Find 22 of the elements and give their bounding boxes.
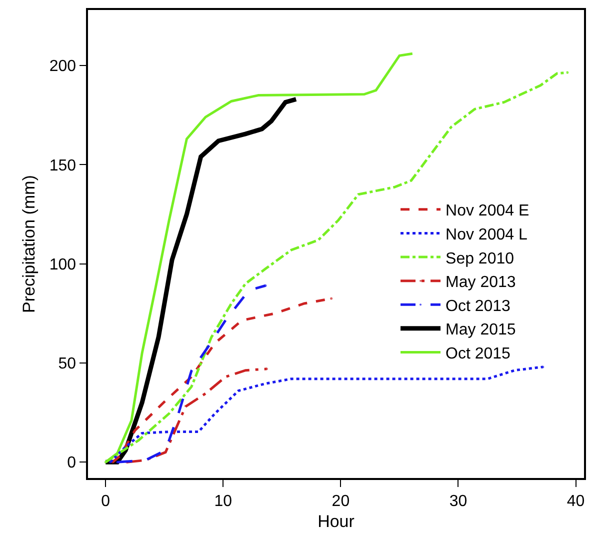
line-series — [126, 368, 268, 464]
line-series — [109, 366, 544, 464]
legend-label: May 2013 — [446, 274, 516, 292]
x-tick-label: 10 — [214, 492, 232, 510]
x-tick-label: 0 — [101, 492, 110, 510]
legend-label: Oct 2015 — [446, 345, 511, 362]
x-tick-label: 40 — [566, 492, 585, 510]
x-tick-label: 30 — [449, 492, 468, 510]
line-series — [116, 284, 267, 464]
legend-label: Nov 2004 E — [446, 202, 530, 220]
y-tick-label: 0 — [67, 454, 76, 472]
y-axis-title: Precipitation (mm) — [19, 175, 38, 313]
legend-label: Oct 2013 — [446, 298, 511, 315]
y-tick-label: 150 — [49, 157, 76, 174]
y-tick-label: 100 — [49, 256, 76, 274]
x-tick-label: 20 — [332, 492, 350, 510]
y-tick-label: 200 — [49, 58, 76, 76]
x-axis-title: Hour — [318, 512, 355, 531]
legend-label: Nov 2004 L — [446, 226, 528, 244]
legend-label: Sep 2010 — [446, 250, 514, 268]
y-tick-label: 50 — [58, 356, 76, 373]
legend-label: May 2015 — [446, 322, 516, 339]
